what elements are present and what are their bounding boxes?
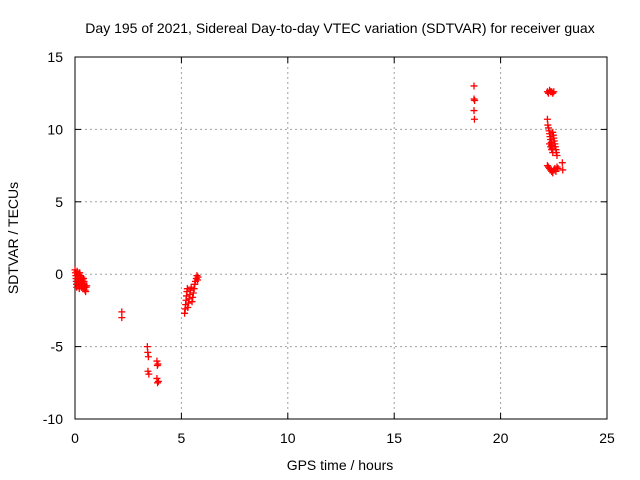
data-point <box>471 96 479 104</box>
data-point <box>470 115 478 123</box>
grid-lines <box>75 57 607 419</box>
x-tick-label: 10 <box>280 430 296 446</box>
data-points <box>71 82 567 387</box>
axes: 0 5 10 15 20 25 -10 -5 0 5 10 15 <box>43 49 615 446</box>
data-point <box>553 163 561 171</box>
data-point <box>83 282 91 290</box>
y-tick-label: 10 <box>47 121 63 137</box>
data-point <box>154 379 162 387</box>
data-point <box>470 107 478 115</box>
y-tick-label: 15 <box>47 49 63 65</box>
data-point <box>559 166 567 174</box>
data-point <box>554 164 562 172</box>
data-point <box>183 285 191 293</box>
y-tick-label: -5 <box>51 339 64 355</box>
data-point <box>549 149 557 157</box>
y-tick-label: 0 <box>55 266 63 282</box>
data-point <box>553 151 561 159</box>
data-point <box>194 273 202 281</box>
data-point <box>558 159 566 167</box>
data-point <box>189 289 197 297</box>
plot-border <box>74 56 608 420</box>
data-point <box>550 88 558 96</box>
x-tick-label: 5 <box>178 430 186 446</box>
data-point <box>118 314 126 322</box>
data-point <box>470 82 478 90</box>
y-tick-label: -10 <box>43 411 63 427</box>
data-point <box>154 377 162 385</box>
x-tick-label: 25 <box>599 430 615 446</box>
x-tick-label: 15 <box>386 430 402 446</box>
data-point <box>144 353 152 361</box>
x-tick-label: 20 <box>493 430 509 446</box>
data-point <box>549 89 557 97</box>
y-tick-label: 5 <box>55 194 63 210</box>
x-axis-label: GPS time / hours <box>287 457 394 473</box>
y-axis-label: SDTVAR / TECUs <box>5 182 21 294</box>
chart-title: Day 195 of 2021, Sidereal Day-to-day VTE… <box>85 20 594 36</box>
data-point <box>154 360 162 368</box>
x-tick-label: 0 <box>71 430 79 446</box>
data-point <box>145 370 153 378</box>
